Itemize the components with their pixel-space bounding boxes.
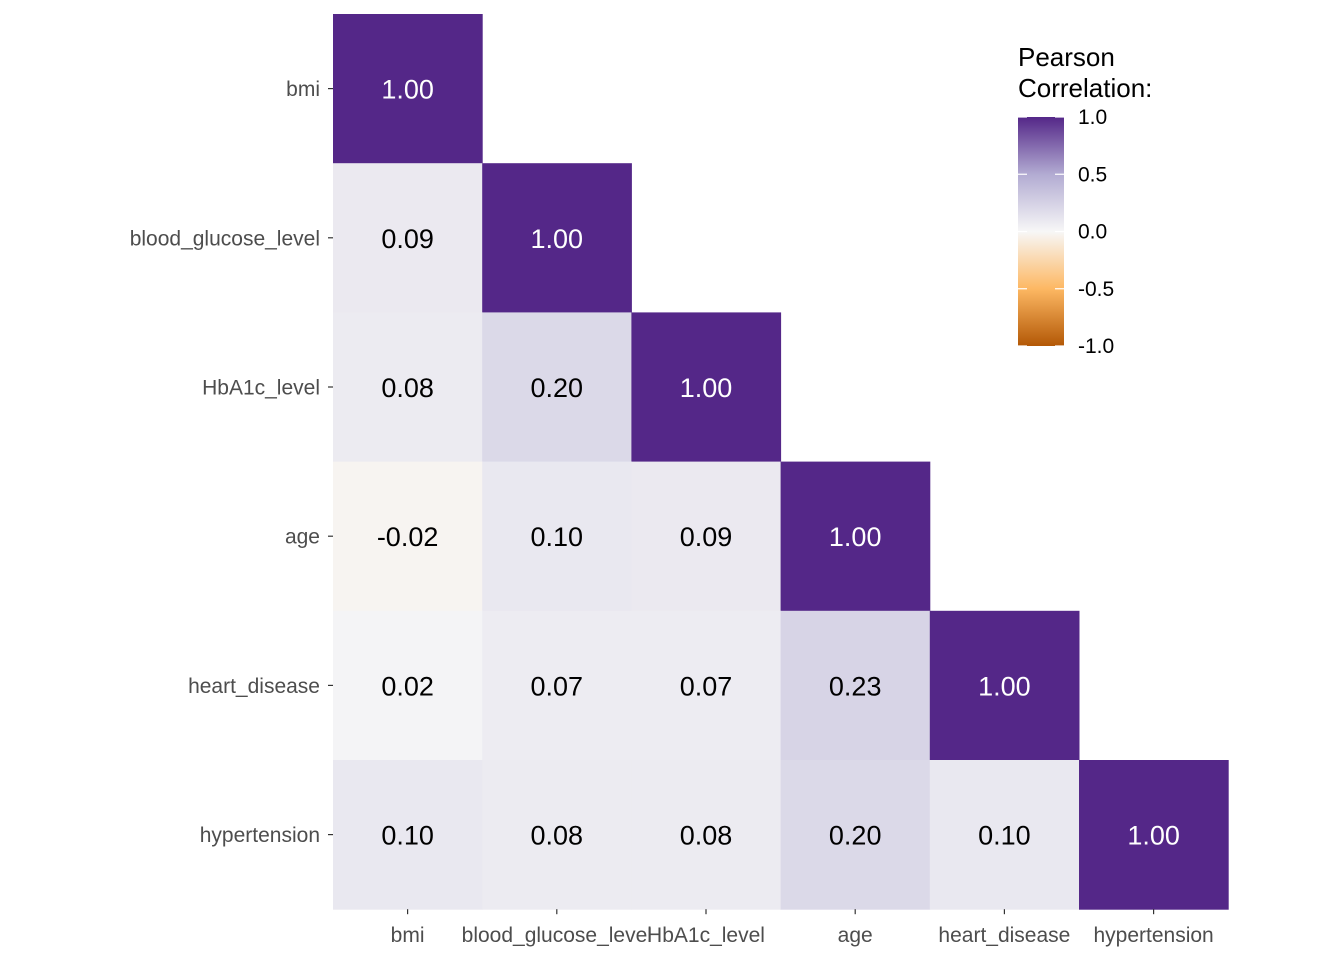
cell-value-label: 0.10: [978, 821, 1031, 851]
heatmap-cell-age-HbA1c_level: [631, 461, 782, 612]
x-tick-label: age: [838, 924, 873, 947]
cell-value-label: 0.20: [829, 821, 882, 851]
legend-break-label: 1.0: [1078, 106, 1107, 129]
legend-break-label: 0.5: [1078, 163, 1107, 186]
cell-value-label: 0.08: [680, 821, 733, 851]
heatmap-cell-age-age: [780, 461, 931, 612]
heatmap-cell-hypertension-HbA1c_level: [631, 760, 782, 910]
heatmap-cell-blood_glucose_level-bmi: [333, 163, 483, 313]
heatmap-cell-HbA1c_level-blood_glucose_level: [482, 312, 632, 463]
heatmap-cell-heart_disease-heart_disease: [929, 610, 1080, 761]
heatmap-cell-heart_disease-bmi: [333, 610, 483, 761]
cell-value-label: 0.23: [829, 671, 882, 701]
x-tick-label: hypertension: [1093, 924, 1213, 947]
heatmap-value-labels: 1.00 0.09 1.00 0.08 0.20 1.00 -0.02 0.10 0.09 1.0…: [377, 75, 1180, 851]
cell-value-label: 0.07: [531, 671, 584, 701]
heatmap-cell-bmi-bmi: [333, 14, 483, 164]
cell-value-label: 0.08: [381, 373, 434, 403]
cell-value-label: 1.00: [1127, 821, 1180, 851]
heatmap-cell-heart_disease-blood_glucose_level: [482, 610, 632, 761]
heatmap-cell-heart_disease-age: [780, 610, 931, 761]
x-tick-label: HbA1c_level: [647, 924, 765, 947]
heatmap-cell-age-blood_glucose_level: [482, 461, 632, 612]
legend-title: Correlation:: [1018, 73, 1152, 103]
x-tick-label: bmi: [391, 924, 425, 947]
cell-value-label: 0.20: [531, 373, 584, 403]
cell-value-label: 1.00: [978, 671, 1031, 701]
heatmap-cell-heart_disease-HbA1c_level: [631, 610, 782, 761]
heatmap-cell-blood_glucose_level-blood_glucose_level: [482, 163, 632, 313]
heatmap-cell-hypertension-age: [780, 760, 931, 910]
heatmap-cell-hypertension-heart_disease: [929, 760, 1080, 910]
y-tick-label: HbA1c_level: [202, 377, 320, 400]
cell-value-label: 1.00: [680, 373, 733, 403]
heatmap-cell-hypertension-blood_glucose_level: [482, 760, 632, 910]
legend-break-label: -1.0: [1078, 335, 1114, 358]
heatmap-cell-HbA1c_level-bmi: [333, 312, 483, 463]
cell-value-label: 1.00: [531, 224, 584, 254]
cell-value-label: 0.10: [381, 821, 434, 851]
legend-break-label: 0.0: [1078, 221, 1107, 244]
y-tick-label: blood_glucose_level: [130, 227, 320, 250]
cell-value-label: -0.02: [377, 522, 439, 552]
heatmap-cell-hypertension-bmi: [333, 760, 483, 910]
y-tick-label: bmi: [286, 78, 320, 101]
cell-value-label: 1.00: [829, 522, 882, 552]
heatmap-cell-age-bmi: [333, 461, 483, 612]
heatmap-cells: [333, 14, 1229, 910]
cell-value-label: 0.09: [680, 522, 733, 552]
heatmap-cell-HbA1c_level-HbA1c_level: [631, 312, 782, 463]
cell-value-label: 0.07: [680, 671, 733, 701]
cell-value-label: 0.09: [381, 224, 434, 254]
cell-value-label: 0.02: [381, 671, 434, 701]
x-tick-label: heart_disease: [938, 924, 1070, 947]
cell-value-label: 1.00: [381, 75, 434, 105]
legend-title: Pearson: [1018, 42, 1115, 72]
y-tick-label: hypertension: [200, 824, 320, 847]
legend-break-label: -0.5: [1078, 278, 1114, 301]
x-tick-label: blood_glucose_level: [462, 924, 652, 947]
heatmap-cell-hypertension-hypertension: [1079, 760, 1229, 910]
y-tick-label: heart_disease: [188, 675, 320, 698]
cell-value-label: 0.10: [531, 522, 584, 552]
y-tick-label: age: [285, 526, 320, 549]
cell-value-label: 0.08: [531, 821, 584, 851]
